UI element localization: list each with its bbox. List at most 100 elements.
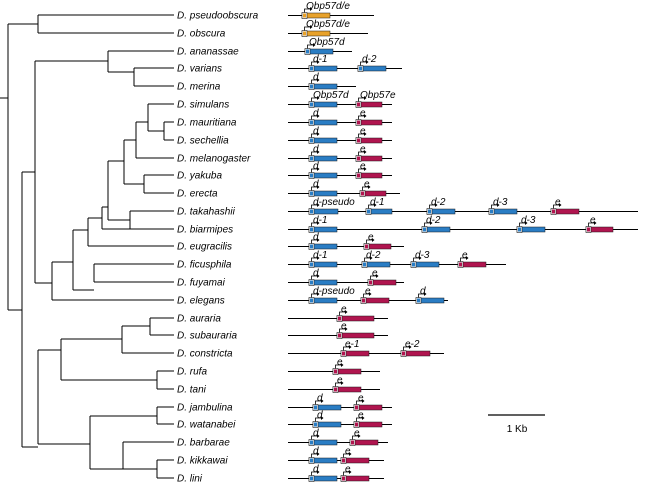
- gene-model: d-pseudo: [308, 197, 355, 215]
- exon-start-fill: [310, 102, 313, 107]
- gene-label: d: [313, 179, 319, 190]
- species-row: D. auraria e: [177, 304, 388, 325]
- species-row: D. watanabei d e: [177, 410, 392, 431]
- exon-start-fill: [342, 458, 345, 463]
- exon-start-fill: [310, 84, 313, 89]
- exon-start-fill: [367, 209, 370, 214]
- tree-branch: [102, 161, 109, 220]
- exon-start-fill: [310, 476, 313, 481]
- gene-label: e: [360, 126, 366, 137]
- exon-start-fill: [357, 120, 360, 125]
- arrowhead: [310, 25, 313, 29]
- arrowhead: [317, 274, 320, 278]
- tree-branch: [35, 51, 109, 72]
- gene-model: e: [349, 428, 379, 446]
- species-label: D. yakuba: [177, 171, 222, 182]
- transcription-start-arrow: [311, 151, 317, 156]
- exon-start-fill: [338, 333, 341, 338]
- species-label: D. varians: [177, 64, 222, 75]
- species-label: D. obscura: [177, 29, 226, 40]
- species-label: D. watanabei: [177, 420, 236, 431]
- gene-model: Obp57d: [304, 37, 345, 55]
- gene-label: d: [313, 268, 319, 279]
- species-row: D. fuyamai d e: [177, 268, 404, 289]
- exon-start-fill: [314, 422, 317, 427]
- gene-model: e: [355, 161, 383, 179]
- gene-label: d-2: [426, 215, 441, 226]
- species-row: D. rufa e: [177, 357, 380, 378]
- arrowhead: [349, 345, 352, 349]
- exon-start-fill: [355, 405, 358, 410]
- species-label: D. merina: [177, 82, 221, 93]
- exon-start-fill: [351, 440, 354, 445]
- exon-start-fill: [369, 280, 372, 285]
- gene-label: d: [313, 446, 319, 457]
- species-row: D. simulans Obp57d Obp57e: [177, 90, 396, 111]
- gene-label: d-1: [370, 197, 384, 208]
- gene-model: d: [308, 72, 338, 90]
- gene-model: e: [340, 446, 370, 464]
- gene-model: d: [312, 410, 342, 428]
- arrowhead: [345, 327, 348, 331]
- species-row: D. obscura Obp57d/e: [177, 19, 368, 40]
- transcription-start-arrow: [315, 417, 321, 422]
- tree-branch: [108, 210, 174, 230]
- tree-branch: [124, 122, 174, 159]
- gene-label: e: [337, 375, 343, 386]
- transcription-start-arrow: [311, 79, 317, 84]
- arrowhead: [349, 470, 352, 474]
- transcription-start-arrow: [370, 275, 376, 280]
- exon-start-fill: [459, 262, 462, 267]
- exon-start-fill: [310, 227, 313, 232]
- species-row: D. ficusphila d-1 d-2 d-3 e: [177, 250, 506, 271]
- transcription-start-arrow: [356, 417, 362, 422]
- species-row: D. varians d-1 d-2: [177, 54, 402, 75]
- gene-model: d-3: [516, 215, 546, 233]
- gene-model: d-2: [357, 54, 387, 72]
- arrowhead: [362, 416, 365, 420]
- gene-model: e: [353, 410, 383, 428]
- arrowhead: [362, 399, 365, 403]
- arrowhead: [409, 345, 412, 349]
- species-label: D. elegans: [177, 296, 225, 307]
- gene-label: d-3: [493, 197, 508, 208]
- gene-model: d: [308, 268, 338, 286]
- exon-start-fill: [490, 209, 493, 214]
- gene-model: d: [308, 126, 338, 144]
- exon-start-fill: [342, 351, 345, 356]
- transcription-start-arrow: [356, 400, 362, 405]
- exon-start-fill: [334, 387, 337, 392]
- arrowhead: [419, 256, 422, 260]
- transcription-start-arrow: [311, 222, 317, 227]
- tree-branch: [90, 406, 174, 425]
- tree-branch: [61, 370, 174, 390]
- arrowhead: [594, 221, 597, 225]
- arrowhead: [559, 203, 562, 207]
- species-label: D. mauritiana: [177, 118, 237, 129]
- scale-bar: 1 Kb: [488, 414, 545, 435]
- arrowhead: [317, 434, 320, 438]
- gene-label: d: [317, 410, 323, 421]
- transcription-start-arrow: [311, 168, 317, 173]
- species-label: D. ficusphila: [177, 260, 232, 271]
- species-row: D. pseudoobscura Obp57d/e: [177, 1, 374, 22]
- transcription-start-arrow: [304, 26, 310, 31]
- transcription-start-arrow: [311, 186, 317, 191]
- gene-label: Obp57d: [309, 37, 345, 48]
- gene-label: Obp57d/e: [306, 19, 350, 30]
- gene-model: e: [355, 108, 383, 126]
- tree-branch: [61, 326, 174, 354]
- arrowhead: [317, 221, 320, 225]
- transcription-start-arrow: [343, 471, 349, 476]
- gene-label: e: [337, 357, 343, 368]
- species-row: D. yakuba d e: [177, 161, 392, 182]
- exon-start-fill: [306, 49, 309, 54]
- transcription-start-arrow: [311, 275, 317, 280]
- transcription-start-arrow: [311, 115, 317, 120]
- exon-start-fill: [402, 351, 405, 356]
- exon-start-fill: [417, 298, 420, 303]
- gene-model: d: [308, 428, 338, 446]
- transcription-start-arrow: [413, 257, 419, 262]
- transcription-start-arrow: [335, 364, 341, 369]
- species-row: D. melanogaster d e: [177, 144, 392, 165]
